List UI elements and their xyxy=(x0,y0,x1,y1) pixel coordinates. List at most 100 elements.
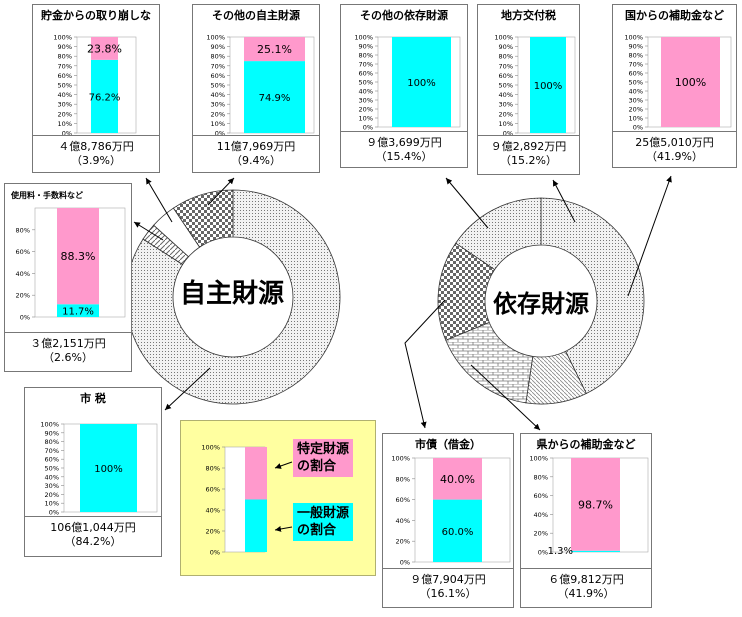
tick-label: 60% xyxy=(206,486,220,494)
tick-label: 40% xyxy=(629,88,643,96)
tick-label: 80% xyxy=(629,52,643,60)
bar-title: 市債（借金） xyxy=(415,438,481,451)
bar-plot: 0%10%20%30%40%50%60%70%80%90%100%100% xyxy=(40,421,158,517)
tick-label: 90% xyxy=(58,43,72,51)
tick-label: 20% xyxy=(16,292,30,300)
tick-label: 20% xyxy=(534,530,548,538)
tick-label: 60% xyxy=(45,456,59,464)
bar-label-general: 1.3% xyxy=(548,546,573,557)
tick-label: 20% xyxy=(359,106,373,114)
tick-label: 50% xyxy=(629,79,643,87)
box-divider xyxy=(193,135,319,136)
amount-text: ９億3,699万円 xyxy=(366,136,442,149)
tick-label: 80% xyxy=(206,465,220,473)
share-text: （41.9%） xyxy=(646,150,703,163)
tick-label: 50% xyxy=(58,82,72,90)
amount-text: ６億9,812万円 xyxy=(548,573,624,586)
bar-label-general: 100% xyxy=(534,81,563,92)
bar-general xyxy=(80,424,137,512)
bar-specific xyxy=(661,37,720,127)
bar-label-specific: 100% xyxy=(675,76,706,89)
bar-specific xyxy=(91,37,118,60)
box-divider xyxy=(5,332,131,333)
tick-label: 0% xyxy=(400,559,410,567)
tick-label: 100% xyxy=(391,455,410,463)
tick-label: 70% xyxy=(45,447,59,455)
amount-text: ９億7,904万円 xyxy=(410,573,486,586)
tick-label: 40% xyxy=(359,88,373,96)
bar-label-general: 100% xyxy=(94,464,123,475)
bar-label-specific: 40.0% xyxy=(440,473,475,486)
tick-label: 0% xyxy=(20,314,30,322)
tick-label: 50% xyxy=(499,82,513,90)
bar-plot: 0%10%20%30%40%50%60%70%80%90%100%100% xyxy=(354,34,461,132)
tick-label: 40% xyxy=(45,473,59,481)
bar-general xyxy=(530,37,566,133)
tick-label: 0% xyxy=(538,549,548,557)
bar-plot: 0% 20% 40% 60% 80% 88.3% 11.7% xyxy=(16,207,126,322)
tick-label: 100% xyxy=(354,34,373,42)
bar-label-general: 11.7% xyxy=(62,307,94,318)
tick-label: 70% xyxy=(499,62,513,70)
tick-label: 10% xyxy=(629,115,643,123)
share-text: （84.2%） xyxy=(64,535,122,548)
bar-plot: 0% 10% 20%30% 40%50% 60% 70%80% 90%100% 25.1% 74… xyxy=(206,34,315,138)
tick-label: 80% xyxy=(359,52,373,60)
box-sonota-izon: その他の依存財源 0% 10% 20% 30% 40% 50% 60% 70% 80% 90% 100… xyxy=(340,4,468,168)
bar-general xyxy=(57,304,99,317)
box-chiho-kofuzei: 地方交付税 0% 10% 20% 30% 40% 50% 60% 70% 80% 90% 100% 10… xyxy=(477,4,580,175)
legend-panel: 0% 20% 40% 60% 80% 100% 特定財源 の割合 一般財源 の割合 xyxy=(180,420,376,576)
tick-label: 100% xyxy=(201,444,220,452)
bar-label-specific: 88.3% xyxy=(61,250,96,263)
bar-general xyxy=(245,499,267,552)
tick-label: 60% xyxy=(499,72,513,80)
tick-label: 60% xyxy=(211,72,225,80)
bar-general xyxy=(433,499,482,562)
tick-label: 30% xyxy=(499,101,513,109)
tick-label: 10% xyxy=(359,115,373,123)
tick-label: 60% xyxy=(58,72,72,80)
tick-label: 70% xyxy=(629,61,643,69)
bar-title: 市 税 xyxy=(80,392,106,405)
bar-label-specific: 23.8% xyxy=(87,42,122,55)
share-text: （15.2%） xyxy=(500,154,557,167)
tick-label: 100% xyxy=(529,455,548,463)
tick-label: 70% xyxy=(211,62,225,70)
amount-text: ９億2,892万円 xyxy=(490,140,567,153)
tick-label: 60% xyxy=(534,492,548,500)
tick-label: 80% xyxy=(396,475,410,483)
bar-specific xyxy=(433,458,482,500)
amount-text: 25億5,010万円 xyxy=(635,136,714,149)
tick-label: 30% xyxy=(45,482,59,490)
bar-general xyxy=(392,37,451,127)
tick-label: 100% xyxy=(624,34,643,42)
tick-label: 60% xyxy=(629,70,643,78)
bar-specific xyxy=(244,37,305,62)
tick-label: 40% xyxy=(211,91,225,99)
amount-text: ３億2,151万円 xyxy=(30,337,106,350)
tick-label: 100% xyxy=(40,421,59,429)
share-text: （9.4%） xyxy=(231,154,281,167)
tick-label: 30% xyxy=(629,97,643,105)
tick-label: 0% xyxy=(363,124,373,132)
tick-label: 80% xyxy=(45,438,59,446)
donut-izon-title: 依存財源 xyxy=(493,290,589,318)
tick-label: 30% xyxy=(58,101,72,109)
tick-label: 100% xyxy=(206,34,225,42)
box-shiyoryo: 使用料・手数料など 0% 20% 40% 60% 80% 88.3% 11.7% ３億2,151… xyxy=(4,183,132,372)
bar-plot: 0% 20% 40% 60% 80% 100% 98.7% 1.3% xyxy=(529,455,649,557)
box-ken-hojokin: 県からの補助金など 0% 20% 40% 60% 80% 100% 98.7% 1.3% ６億9,… xyxy=(520,433,652,608)
share-text: （2.6%） xyxy=(43,351,93,364)
tick-label: 80% xyxy=(211,53,225,61)
tick-label: 80% xyxy=(16,226,30,234)
tick-label: 50% xyxy=(359,79,373,87)
tick-label: 20% xyxy=(45,491,59,499)
tick-label: 10% xyxy=(211,120,225,128)
bar-title: 国からの補助金など xyxy=(625,9,724,22)
tick-label: 90% xyxy=(499,43,513,51)
box-divider xyxy=(25,516,161,517)
tick-label: 20% xyxy=(58,110,72,118)
bar-title: 貯金からの取り崩しな xyxy=(41,9,151,22)
tick-label: 90% xyxy=(629,43,643,51)
